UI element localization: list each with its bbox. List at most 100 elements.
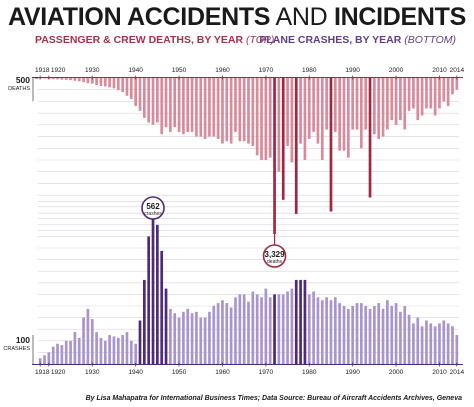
crashes-bar-1961 (225, 303, 229, 364)
crashes-bar-1921 (51, 346, 55, 364)
crashes-bar-1984 (325, 297, 328, 364)
title-part-3: INCIDENTS (333, 3, 467, 31)
crashes-bar-1999 (390, 306, 394, 364)
deaths-tick-label-1940: 1940 (128, 67, 143, 74)
deaths-bar-1977 (294, 78, 298, 214)
deaths-bar-1972 (273, 78, 276, 234)
crashes-bar-1978 (299, 279, 302, 364)
crashes-bar-1976 (290, 288, 294, 364)
deaths-bar-1998 (386, 78, 389, 130)
deaths-bar-1965 (242, 78, 246, 142)
deaths-bar-1966 (247, 78, 250, 144)
crashes-bar-1956 (203, 317, 207, 364)
deaths-bar-1961 (225, 78, 229, 142)
crashes-bar-1977 (294, 279, 298, 364)
deaths-tick-label-2014: 2014 (450, 67, 465, 74)
crashes-tick-label-1930: 1930 (85, 369, 100, 376)
deaths-bar-1978 (299, 78, 302, 144)
crashes-bar-1996 (377, 303, 381, 364)
crashes-bar-1928 (82, 317, 85, 364)
deaths-bar-1974 (281, 78, 285, 200)
deaths-bar-1947 (164, 78, 168, 128)
deaths-bar-1960 (221, 78, 224, 144)
crashes-bar-1954 (195, 311, 198, 364)
deaths-bar-1963 (234, 78, 237, 132)
deaths-bar-1954 (195, 78, 198, 137)
title-part-1: AVIATION ACCIDENTS (7, 3, 271, 31)
crashes-tick-label-1970: 1970 (259, 369, 274, 376)
crashes-subtitle-note: (BOTTOM) (404, 34, 456, 46)
deaths-bars (38, 78, 459, 234)
crashes-tick-label-1990: 1990 (345, 369, 360, 376)
deaths-bar-2008 (429, 78, 433, 109)
crashes-bar-1963 (234, 297, 237, 364)
crashes-tick-label-1980: 1980 (302, 369, 317, 376)
crashes-tick-label-2000: 2000 (389, 369, 404, 376)
crashes-bar-1958 (212, 306, 216, 364)
crashes-bar-2013 (451, 326, 454, 364)
deaths-bar-1935 (112, 78, 116, 89)
crashes-bar-1983 (320, 300, 324, 364)
crashes-bar-1979 (303, 279, 307, 364)
crashes-bar-1952 (186, 308, 190, 364)
deaths-bar-1992 (360, 78, 363, 149)
crashes-callout-circle (141, 196, 165, 220)
crashes-bar-1966 (247, 301, 250, 364)
crashes-x-axis: 1918 1920 1930 1940 1950 1960 1970 1980 1990 2000… (32, 362, 464, 376)
deaths-bar-1958 (212, 78, 216, 137)
crashes-bar-1964 (238, 294, 242, 364)
deaths-subtitle: PASSENGER & CREW DEATHS, BY YEAR (TOP) (35, 33, 274, 47)
crashes-tick-label-1960: 1960 (215, 369, 230, 376)
crashes-bar-2009 (433, 326, 437, 364)
crashes-ref-value: 100 (16, 335, 30, 345)
crashes-bar-1933 (103, 340, 107, 364)
crashes-bar-1926 (73, 332, 77, 364)
deaths-bar-1962 (229, 78, 233, 144)
crashes-bar-1971 (268, 297, 272, 364)
deaths-bar-1988 (342, 78, 346, 151)
deaths-bar-1941 (138, 78, 142, 111)
deaths-bar-1957 (208, 78, 211, 137)
deaths-bar-1946 (160, 78, 164, 135)
deaths-bar-1970 (264, 78, 268, 160)
crashes-bar-1943 (147, 236, 151, 364)
crashes-bar-1957 (208, 311, 211, 364)
crashes-bar-1981 (312, 291, 315, 364)
deaths-bar-1967 (251, 78, 255, 146)
deaths-tick-label-1918: 1918 (35, 67, 50, 74)
deaths-bar-1943 (147, 78, 151, 123)
crashes-bar-1986 (333, 297, 337, 364)
title-part-2: AND (270, 3, 334, 31)
crashes-bar-1965 (242, 294, 246, 364)
crashes-bar-1973 (277, 294, 281, 364)
deaths-subtitle-text: PASSENGER & CREW DEATHS, BY YEAR (35, 34, 247, 46)
deaths-bar-1933 (103, 78, 107, 87)
deaths-bar-1982 (316, 78, 320, 144)
deaths-bar-1926 (73, 78, 77, 81)
deaths-bar-1922 (56, 78, 59, 80)
deaths-bar-1997 (381, 78, 385, 137)
crashes-ref-unit: CRASHES (3, 346, 30, 352)
deaths-bar-1930 (90, 78, 94, 84)
deaths-bar-1986 (333, 78, 337, 132)
deaths-tick-label-1930: 1930 (85, 67, 100, 74)
deaths-bar-1994 (368, 78, 372, 198)
deaths-bar-1931 (95, 78, 98, 86)
deaths-subtitle-note: (TOP) (246, 34, 275, 46)
deaths-callout-value: 3,329 (265, 250, 286, 259)
crashes-tick-label-2010: 2010 (432, 369, 447, 376)
crashes-bar-2014 (455, 335, 459, 364)
crashes-bar-1967 (251, 291, 255, 364)
deaths-bar-1936 (116, 78, 120, 91)
crashes-bar-1997 (381, 308, 385, 364)
crashes-callout-unit: crashes (144, 211, 162, 217)
crashes-bar-1972 (273, 294, 276, 364)
crashes-bar-1975 (286, 291, 289, 364)
deaths-tick-label-1970: 1970 (259, 67, 274, 74)
crashes-bar-1946 (160, 250, 164, 364)
page-title: AVIATION ACCIDENTS AND INCIDENTS (0, 2, 474, 32)
crashes-bar-1937 (121, 335, 124, 364)
crashes-bar-1951 (182, 311, 185, 364)
deaths-bar-1999 (390, 78, 394, 121)
